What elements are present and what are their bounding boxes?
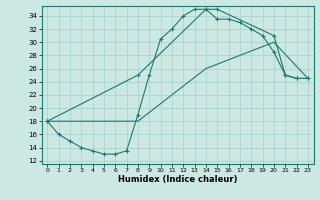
X-axis label: Humidex (Indice chaleur): Humidex (Indice chaleur) [118, 175, 237, 184]
